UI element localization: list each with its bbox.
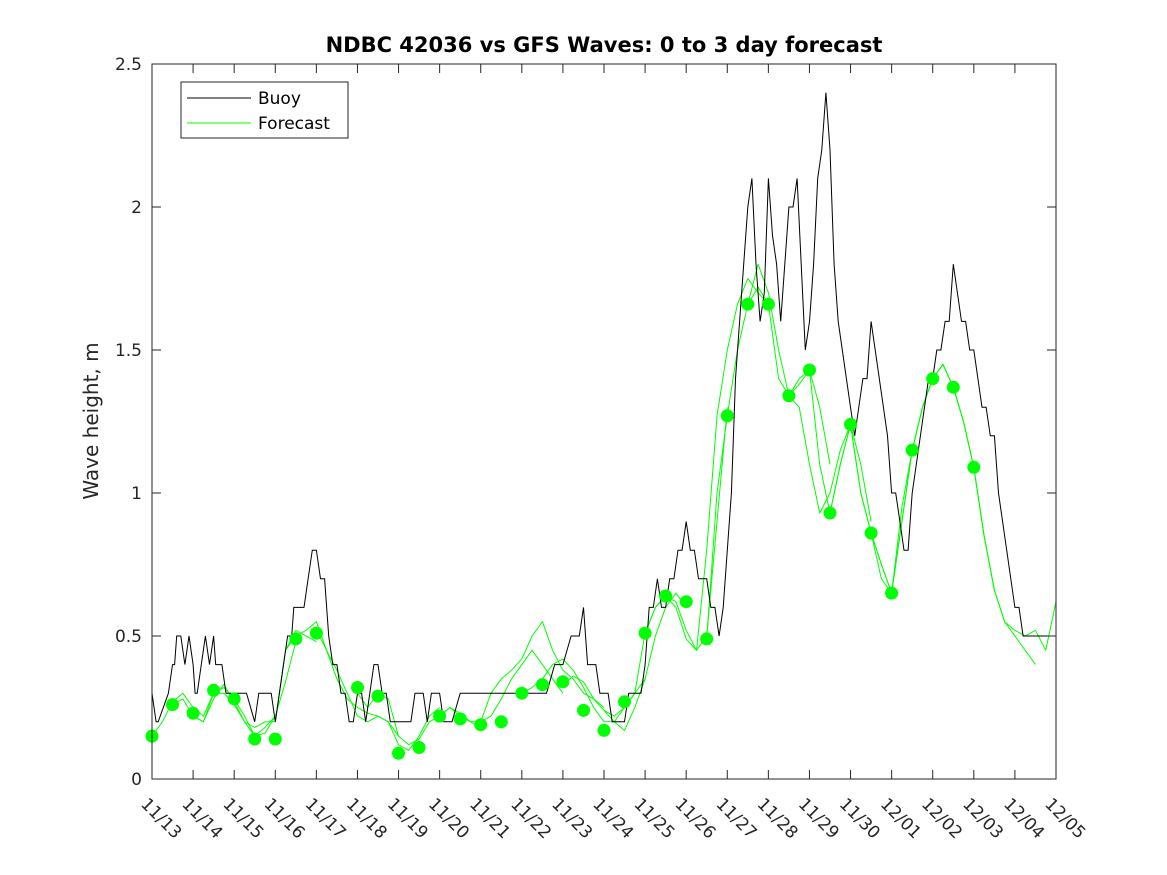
forecast-marker [885,586,899,600]
forecast-marker [412,741,426,754]
ticks [151,63,1057,780]
forecast-marker [515,686,529,700]
forecast-marker [474,718,488,732]
forecast-marker [946,380,960,394]
y-tick-label: 0 [131,770,142,790]
forecast-marker [679,595,693,609]
forecast-line-5 [315,630,440,751]
forecast-marker [268,732,282,746]
forecast-marker [720,409,734,423]
forecast-line-19 [952,387,1057,651]
forecast-marker [618,695,631,709]
y-tick-label: 2.5 [115,55,142,75]
marker-layer [145,297,981,760]
y-tick-label: 2 [131,198,142,218]
legend: Buoy Forecast [180,81,349,139]
forecast-marker [289,632,303,646]
forecast-marker [803,363,816,377]
forecast-marker [371,689,385,703]
forecast-marker [844,417,857,431]
forecast-marker [248,732,262,746]
legend-buoy-label: Buoy [258,89,301,109]
forecast-marker [782,389,796,403]
forecast-marker [227,692,241,706]
chart-title: NDBC 42036 vs GFS Waves: 0 to 3 day fore… [326,33,883,57]
y-tick-label: 1 [131,484,142,504]
forecast-marker [207,683,221,697]
forecast-marker [905,443,919,457]
y-tick-label: 0.5 [115,627,142,647]
forecast-marker [556,675,570,689]
forecast-marker [453,712,467,726]
forecast-marker [823,506,837,520]
forecast-marker [351,681,364,694]
forecast-marker [659,589,673,603]
forecast-marker [741,297,755,311]
forecast-marker [186,706,200,720]
forecast-line-8 [480,621,605,722]
forecast-marker [309,626,323,640]
y-tick-label: 1.5 [115,341,142,361]
legend-forecast-label: Forecast [258,114,330,134]
y-axis-label: Wave height, m [79,342,103,499]
forecast-marker [700,632,714,646]
forecast-marker [597,723,611,737]
forecast-marker [638,626,652,640]
forecast-marker [577,703,590,717]
forecast-marker [494,715,508,729]
legend-box [180,81,349,139]
forecast-marker [926,372,940,386]
forecast-marker [166,698,179,712]
forecast-marker [433,709,447,723]
forecast-marker [392,746,405,760]
forecast-marker [967,460,981,474]
forecast-marker [864,526,878,540]
y-tick-labels: 0 0.5 1 1.5 2 2.5 [115,55,142,790]
forecast-line-3 [192,629,317,728]
forecast-marker [761,297,775,311]
plot-area [152,64,1056,779]
forecast-marker [535,678,549,692]
